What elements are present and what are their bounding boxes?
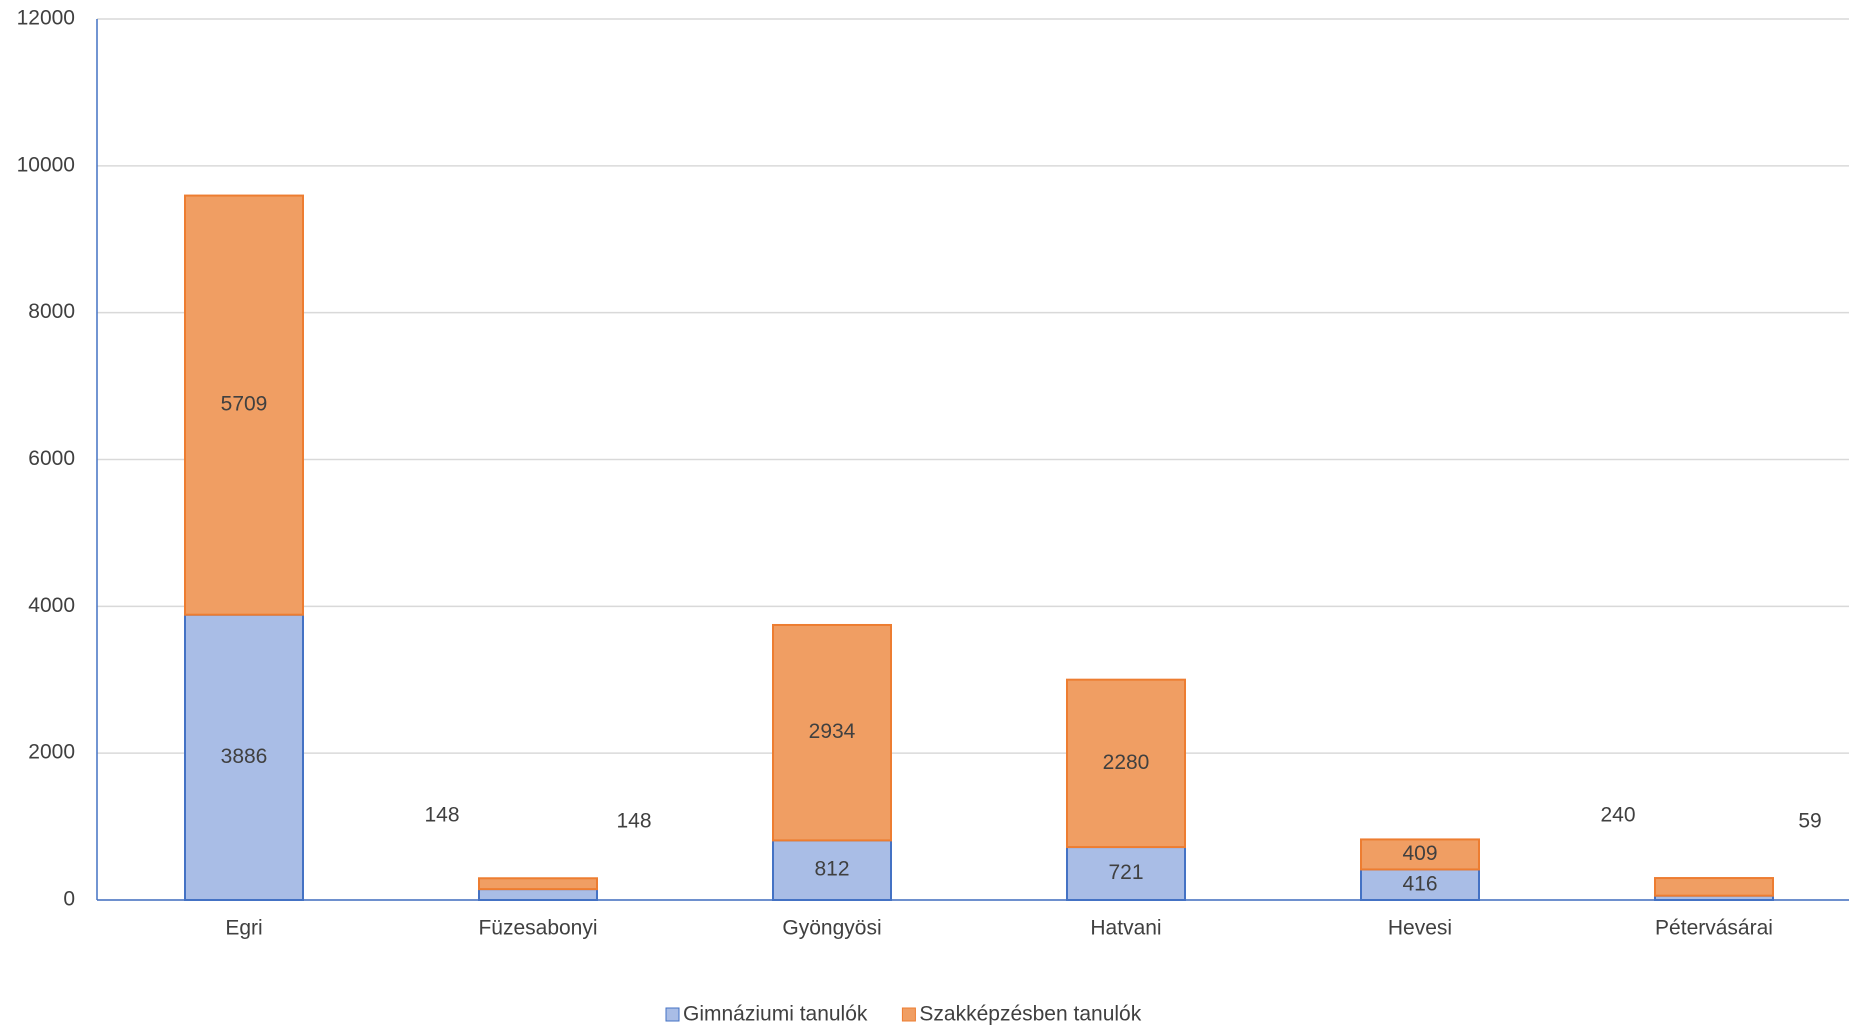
data-label: 59 [1798, 810, 1821, 833]
data-label: 416 [1402, 872, 1437, 895]
data-label: 148 [424, 804, 459, 827]
legend-label: Szakképzésben tanulók [919, 1003, 1141, 1026]
x-tick-label: Füzesabonyi [478, 917, 597, 940]
data-label: 148 [616, 810, 651, 833]
data-label: 409 [1402, 842, 1437, 865]
bar-segment [772, 839, 892, 902]
legend-swatch [901, 1007, 916, 1022]
bar-segment [772, 623, 892, 842]
bar-segment [184, 194, 304, 616]
bar-segment [1066, 678, 1186, 849]
data-label: 240 [1600, 804, 1635, 827]
x-tick-label: Hevesi [1388, 917, 1452, 940]
x-tick-label: Gyöngyösi [782, 917, 881, 940]
data-label: 5709 [221, 393, 268, 416]
x-tick-label: Pétervásárai [1655, 917, 1773, 940]
bar-segment [478, 877, 598, 891]
data-label: 3886 [221, 745, 268, 768]
y-tick-label: 12000 [17, 7, 75, 30]
bar-segment [184, 613, 304, 901]
legend-label: Gimnáziumi tanulók [683, 1003, 868, 1026]
bar-segment [478, 888, 598, 902]
y-tick-label: 10000 [17, 153, 75, 176]
data-label: 812 [814, 858, 849, 881]
data-label: 2934 [809, 720, 856, 743]
x-tick-label: Hatvani [1090, 917, 1161, 940]
y-tick-label: 4000 [28, 594, 75, 617]
bar-segment [1066, 846, 1186, 902]
y-tick-label: 2000 [28, 741, 75, 764]
data-label: 721 [1108, 861, 1143, 884]
y-tick-label: 8000 [28, 300, 75, 323]
legend-swatch [665, 1007, 680, 1022]
bar-segment [1654, 877, 1774, 897]
y-tick-label: 6000 [28, 447, 75, 470]
bar-segment [1360, 838, 1480, 871]
data-label: 2280 [1103, 751, 1150, 774]
x-tick-label: Egri [225, 917, 262, 940]
y-tick-label: 0 [63, 888, 75, 911]
